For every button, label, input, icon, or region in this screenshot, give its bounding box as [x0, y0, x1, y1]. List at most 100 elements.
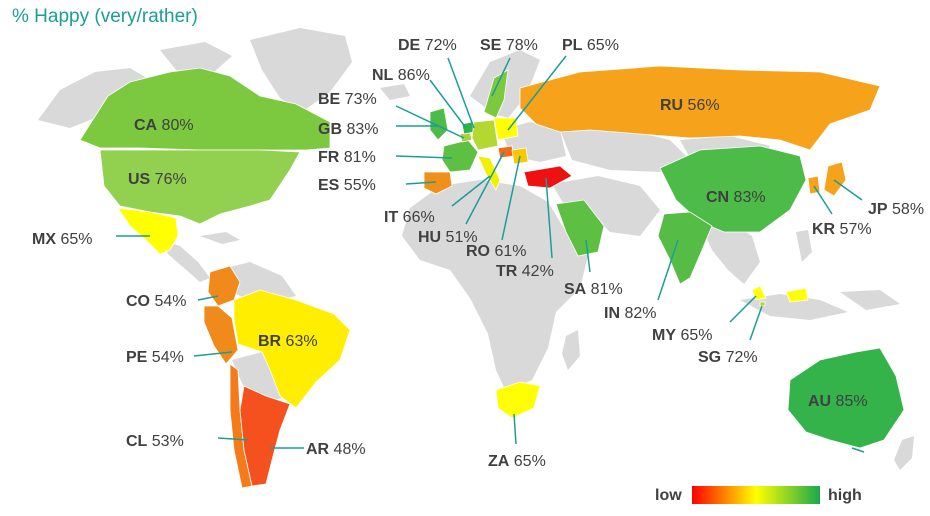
leader-it	[451, 175, 491, 207]
land-south-america-north	[218, 262, 296, 302]
leader-my	[729, 295, 757, 323]
country-jp	[823, 161, 847, 197]
label-value-za: 65%	[509, 453, 545, 470]
leader-in	[657, 239, 679, 301]
label-mx: MX 65%	[32, 231, 92, 248]
land-greenland	[250, 28, 352, 112]
label-code-it: IT	[384, 209, 398, 226]
label-value-ru: 56%	[683, 97, 719, 114]
label-code-sg: SG	[698, 349, 721, 366]
label-value-pe: 54%	[147, 349, 183, 366]
land-arctic-islands	[160, 42, 232, 72]
country-gb	[429, 107, 449, 141]
label-code-br: BR	[258, 333, 282, 350]
label-code-au: AU	[808, 393, 831, 410]
label-value-be: 73%	[340, 91, 376, 108]
label-value-co: 54%	[150, 293, 186, 310]
label-code-ro: RO	[466, 243, 490, 260]
label-code-in: IN	[604, 305, 620, 322]
land-se-asia	[702, 222, 760, 284]
label-code-pe: PE	[126, 349, 148, 366]
label-code-de: DE	[398, 37, 421, 54]
label-de: DE 72%	[398, 37, 457, 54]
label-code-ru: RU	[660, 97, 683, 114]
label-es: ES 55%	[318, 177, 376, 194]
leader-se	[491, 57, 511, 97]
label-value-my: 65%	[676, 327, 712, 344]
label-hu: HU 51%	[418, 229, 478, 246]
country-pl	[493, 117, 519, 141]
label-jp: JP 58%	[868, 201, 924, 218]
label-gb: GB 83%	[318, 121, 378, 138]
label-code-us: US	[128, 171, 151, 188]
land-africa	[402, 180, 590, 392]
label-code-tr: TR	[496, 263, 518, 280]
label-code-fr: FR	[318, 149, 340, 166]
label-value-ro: 61%	[490, 243, 526, 260]
label-value-gb: 83%	[342, 121, 378, 138]
label-nl: NL 86%	[372, 67, 430, 84]
label-value-br: 63%	[281, 333, 317, 350]
country-de	[471, 119, 499, 151]
label-ru: RU 56%	[660, 97, 720, 114]
label-kr: KR 57%	[812, 221, 872, 238]
leader-be	[395, 105, 465, 139]
label-value-sa: 81%	[586, 281, 622, 298]
label-value-ca: 80%	[157, 117, 193, 134]
label-cn: CN 83%	[706, 189, 766, 206]
country-sg	[759, 301, 766, 307]
leader-nl	[429, 79, 467, 129]
land-madagascar	[562, 330, 580, 370]
label-code-pl: PL	[562, 37, 583, 54]
label-value-in: 82%	[620, 305, 656, 322]
label-br: BR 63%	[258, 333, 318, 350]
label-value-mx: 65%	[56, 231, 92, 248]
label-value-ar: 48%	[329, 441, 365, 458]
map-title: % Happy (very/rather)	[12, 6, 198, 27]
label-za: ZA 65%	[488, 453, 546, 470]
label-code-hu: HU	[418, 229, 441, 246]
country-ca	[79, 67, 331, 151]
country-fr	[441, 139, 479, 173]
label-value-it: 66%	[398, 209, 434, 226]
country-us	[99, 149, 301, 225]
label-value-es: 55%	[339, 177, 375, 194]
label-value-fr: 81%	[339, 149, 375, 166]
label-ca: CA 80%	[134, 117, 194, 134]
country-se	[483, 69, 509, 119]
land-papua	[840, 290, 900, 310]
land-indonesia	[740, 294, 848, 320]
label-code-co: CO	[126, 293, 150, 310]
land-masses	[38, 28, 914, 470]
label-value-us: 76%	[150, 171, 186, 188]
country-br	[233, 289, 351, 409]
country-au	[787, 347, 905, 449]
label-code-sa: SA	[564, 281, 587, 298]
label-code-cl: CL	[126, 433, 148, 450]
leader-hu	[465, 151, 505, 225]
label-value-sg: 72%	[721, 349, 757, 366]
label-my: MY 65%	[652, 327, 712, 344]
leader-co	[197, 295, 219, 301]
leader-fr	[395, 155, 453, 159]
country-it	[477, 155, 501, 191]
land-central-america	[160, 240, 210, 282]
leader-au	[851, 447, 865, 453]
label-value-nl: 86%	[393, 67, 429, 84]
label-se: SE 78%	[480, 37, 538, 54]
label-ro: RO 61%	[466, 243, 526, 260]
label-value-hu: 51%	[441, 229, 477, 246]
legend-low-label: low	[655, 487, 682, 504]
label-value-cn: 83%	[729, 189, 765, 206]
leader-pe	[193, 351, 233, 357]
label-in: IN 82%	[604, 305, 656, 322]
leader-jp	[833, 179, 863, 201]
label-code-cn: CN	[706, 189, 729, 206]
label-au: AU 85%	[808, 393, 868, 410]
leader-es	[405, 181, 437, 185]
land-new-zealand	[894, 436, 914, 470]
leader-tr	[545, 177, 553, 259]
label-code-ar: AR	[306, 441, 330, 458]
legend: low high	[655, 486, 862, 504]
